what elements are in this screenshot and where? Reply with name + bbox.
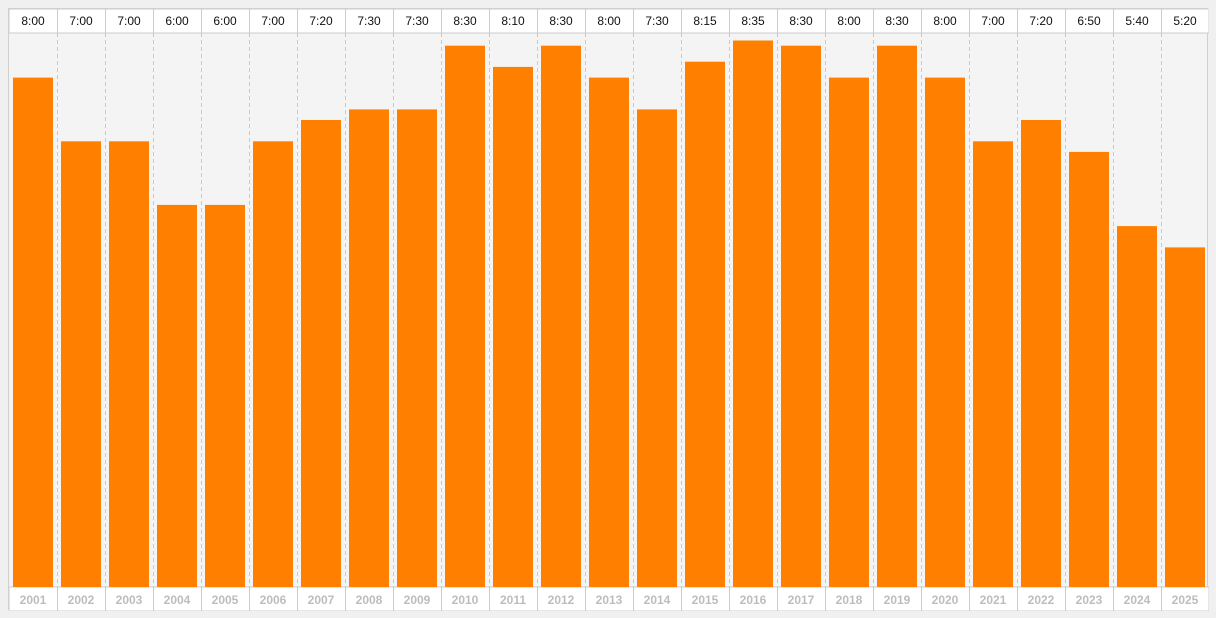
year-label: 2018 (836, 593, 863, 607)
bar (205, 204, 245, 587)
bar (1117, 226, 1157, 587)
year-label-row (9, 586, 1209, 611)
bar (925, 77, 965, 587)
value-label: 7:00 (117, 14, 141, 28)
bar (397, 109, 437, 588)
bar (541, 45, 581, 587)
value-label: 6:00 (213, 14, 237, 28)
year-label: 2025 (1172, 593, 1199, 607)
year-label: 2003 (116, 593, 143, 607)
value-label: 6:50 (1077, 14, 1101, 28)
year-label: 2002 (68, 593, 95, 607)
value-label: 7:30 (357, 14, 381, 28)
bar (301, 120, 341, 587)
value-label: 8:00 (837, 14, 861, 28)
year-label: 2004 (164, 593, 191, 607)
year-label: 2014 (644, 593, 671, 607)
value-label: 7:30 (645, 14, 669, 28)
year-label: 2020 (932, 593, 959, 607)
bar (685, 61, 725, 587)
bar (493, 66, 533, 587)
value-label: 8:35 (741, 14, 765, 28)
value-label: 5:40 (1125, 14, 1149, 28)
bar (589, 77, 629, 587)
value-label: 8:00 (21, 14, 45, 28)
year-label: 2019 (884, 593, 911, 607)
bar (109, 141, 149, 588)
bar (1165, 247, 1205, 587)
year-label: 2016 (740, 593, 767, 607)
value-label: 8:30 (885, 14, 909, 28)
year-label: 2015 (692, 593, 719, 607)
value-label: 7:20 (309, 14, 333, 28)
value-label: 7:20 (1029, 14, 1053, 28)
value-label: 8:10 (501, 14, 525, 28)
year-label: 2024 (1124, 593, 1151, 607)
bar (637, 109, 677, 588)
year-label: 2013 (596, 593, 623, 607)
year-label: 2009 (404, 593, 431, 607)
bar (349, 109, 389, 588)
bar (781, 45, 821, 587)
year-label: 2001 (20, 593, 47, 607)
bar-chart: 8:00 2001 7:00 2002 7:00 2003 6:00 2004 6:00 2005… (9, 9, 1209, 611)
bar (1021, 120, 1061, 587)
chart-frame: 8:00 2001 7:00 2002 7:00 2003 6:00 2004 6:00 2005… (8, 8, 1209, 611)
year-label: 2011 (500, 593, 526, 607)
value-label: 7:00 (261, 14, 285, 28)
value-label: 8:30 (453, 14, 477, 28)
bar (253, 141, 293, 588)
value-label: 8:30 (549, 14, 573, 28)
bar (733, 40, 773, 587)
year-label: 2010 (452, 593, 479, 607)
bar (1069, 151, 1109, 587)
value-label: 7:00 (981, 14, 1005, 28)
value-label: 7:00 (69, 14, 93, 28)
value-label: 5:20 (1173, 14, 1197, 28)
value-label: 8:00 (933, 14, 957, 28)
year-label: 2007 (308, 593, 335, 607)
value-label: 8:00 (597, 14, 621, 28)
value-label-row (9, 9, 1209, 34)
year-label: 2022 (1028, 593, 1055, 607)
bar (61, 141, 101, 588)
value-label: 7:30 (405, 14, 429, 28)
year-label: 2005 (212, 593, 239, 607)
bar (157, 204, 197, 587)
bar (445, 45, 485, 587)
year-label: 2017 (788, 593, 815, 607)
year-label: 2012 (548, 593, 575, 607)
value-label: 8:15 (693, 14, 717, 28)
year-label: 2021 (980, 593, 1007, 607)
year-label: 2008 (356, 593, 383, 607)
bar (973, 141, 1013, 588)
value-label: 6:00 (165, 14, 189, 28)
year-label: 2006 (260, 593, 287, 607)
year-label: 2023 (1076, 593, 1103, 607)
bar (829, 77, 869, 587)
value-label: 8:30 (789, 14, 813, 28)
bar (13, 77, 53, 587)
bar (877, 45, 917, 587)
